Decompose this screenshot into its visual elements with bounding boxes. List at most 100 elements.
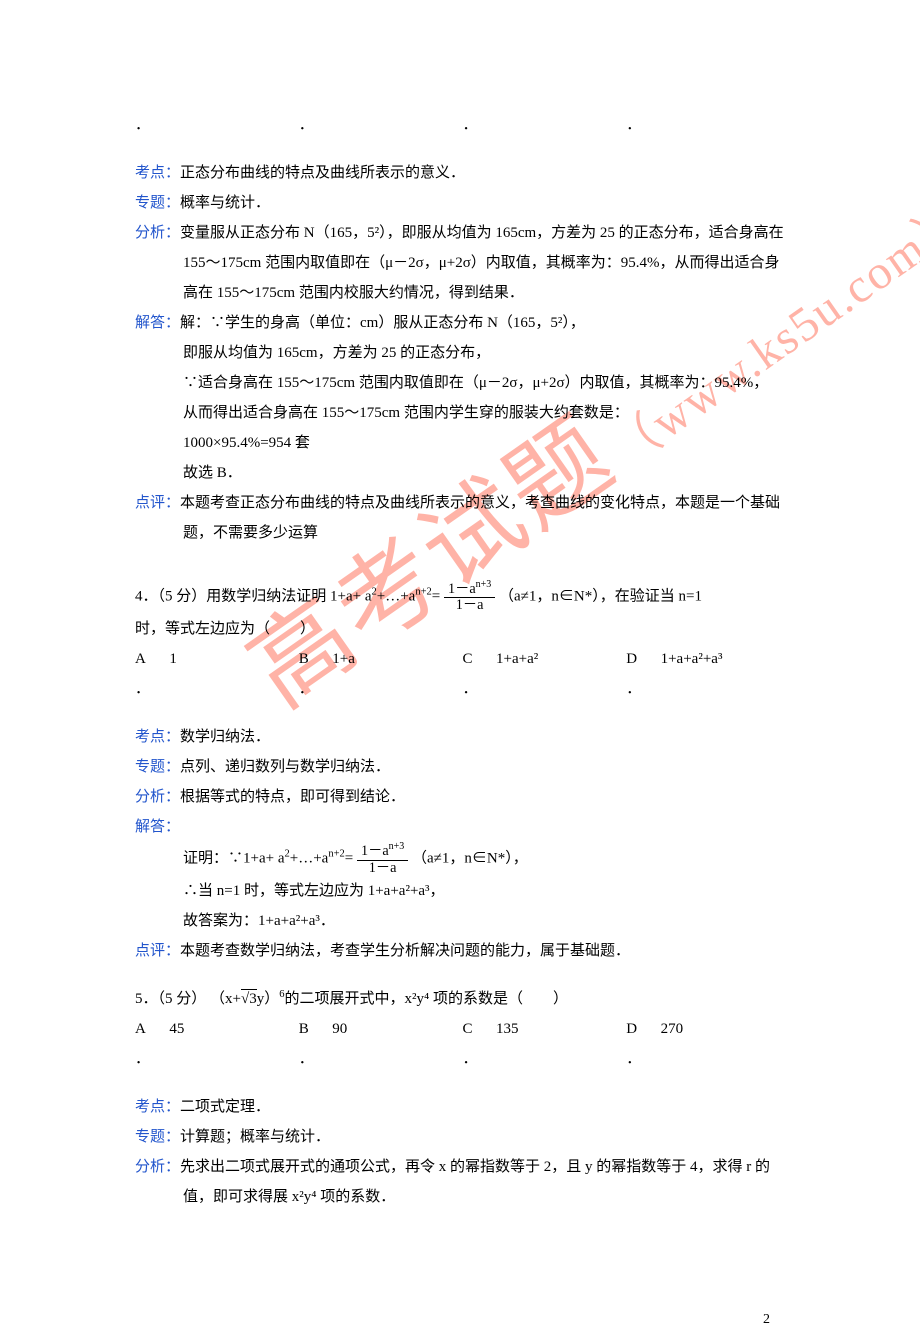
kaodian-label: 考点： xyxy=(135,1099,180,1115)
sup-np3: n+3 xyxy=(476,579,492,590)
jieda-label: 解答： xyxy=(135,315,180,331)
q3-jieda-l1: 解：∵学生的身高（单位：cm）服从正态分布 N（165，5²）， xyxy=(180,315,585,331)
zhuanti-label: 专题： xyxy=(135,759,180,775)
dot-d: ． xyxy=(626,110,790,140)
q4-stem-line1: 4．（5 分）用数学归纳法证明 1+a+ a2+…+an+2= 1－an+3 1… xyxy=(135,580,790,614)
dot: ． xyxy=(135,1044,299,1074)
dot: ． xyxy=(299,1044,463,1074)
q4-stem-line2: 时，等式左边应为（ ） xyxy=(135,614,790,644)
q5-opt-b: 90 xyxy=(332,1014,347,1044)
q4-stem-b: +…+a xyxy=(377,588,416,604)
page-number: 2 xyxy=(0,1272,920,1328)
q5-opt-d: 270 xyxy=(661,1014,684,1044)
q3-zhuanti: 专题：概率与统计． xyxy=(135,188,790,218)
q5-option-c[interactable]: C 135 ． xyxy=(463,1014,627,1074)
q3-kaodian-text: 正态分布曲线的特点及曲线所表示的意义． xyxy=(180,165,465,181)
opt-label-a: A xyxy=(135,644,146,674)
fenxi-label: 分析： xyxy=(135,789,180,805)
q4-jieda-1c: （a≠1，n∈N*）， xyxy=(412,851,528,867)
q4-option-a[interactable]: A 1 ． xyxy=(135,644,299,704)
q4-opt-c: 1+a+a² xyxy=(496,644,538,674)
q5-stem-b: y） xyxy=(257,991,280,1007)
q3-kaodian: 考点：正态分布曲线的特点及曲线所表示的意义． xyxy=(135,158,790,188)
dot: ． xyxy=(299,674,463,704)
q4-jieda-2: ∴当 n=1 时，等式左边应为 1+a+a²+a³， xyxy=(135,876,790,906)
dianping-label: 点评： xyxy=(135,943,180,959)
q4-dianping-text: 本题考查数学归纳法，考查学生分析解决问题的能力，属于基础题． xyxy=(180,943,630,959)
q3-jieda-1: 解答：解：∵学生的身高（单位：cm）服从正态分布 N（165，5²）， xyxy=(135,308,790,338)
q4-opt-b: 1+a xyxy=(332,644,355,674)
q4-jieda-1a: 证明：∵1+a+ a xyxy=(183,851,285,867)
q5-stem-c: 的二项展开式中，x²y⁴ 项的系数是（ ） xyxy=(284,991,567,1007)
q4-stem-a: 4．（5 分）用数学归纳法证明 1+a+ a xyxy=(135,588,372,604)
sqrt3: 3 xyxy=(249,991,257,1007)
option-dots-row: ． ． ． ． xyxy=(135,110,790,140)
dot-a: ． xyxy=(135,110,299,140)
dot: ． xyxy=(626,674,790,704)
opt-label-d: D xyxy=(626,644,637,674)
q5-options: A 45 ． B 90 ． C 135 ． D 270 ． xyxy=(135,1014,790,1074)
opt-label-c: C xyxy=(463,644,473,674)
q4-stem-c: （a≠1，n∈N*），在验证当 n=1 xyxy=(499,588,702,604)
document-page: ． ． ． ． 考点：正态分布曲线的特点及曲线所表示的意义． 专题：概率与统计．… xyxy=(0,0,920,1272)
fraction: 1－an+3 1－a xyxy=(444,580,495,614)
fenxi-label: 分析： xyxy=(135,1159,180,1175)
q5-option-d[interactable]: D 270 ． xyxy=(626,1014,790,1074)
dianping-label: 点评： xyxy=(135,495,180,511)
q3-zhuanti-text: 概率与统计． xyxy=(180,195,270,211)
q5-fenxi: 分析：先求出二项式展开式的通项公式，再令 x 的幂指数等于 2，且 y 的幂指数… xyxy=(135,1152,790,1212)
q4-opt-d: 1+a+a²+a³ xyxy=(661,644,723,674)
opt-label-a: A xyxy=(135,1014,146,1044)
q4-zhuanti-text: 点列、递归数列与数学归纳法． xyxy=(180,759,390,775)
opt-label-d: D xyxy=(626,1014,637,1044)
sup-np2: n+2 xyxy=(415,586,431,597)
q5-option-b[interactable]: B 90 ． xyxy=(299,1014,463,1074)
frac-den: 1－a xyxy=(357,861,408,877)
q5-kaodian-text: 二项式定理． xyxy=(180,1099,270,1115)
q3-jieda-6: 故选 B． xyxy=(135,458,790,488)
zhuanti-label: 专题： xyxy=(135,195,180,211)
zhuanti-label: 专题： xyxy=(135,1129,180,1145)
dot: ． xyxy=(463,674,627,704)
dot: ． xyxy=(626,1044,790,1074)
q4-jieda-1b: +…+a xyxy=(290,851,329,867)
q5-fenxi-text: 先求出二项式展开式的通项公式，再令 x 的幂指数等于 2，且 y 的幂指数等于 … xyxy=(180,1159,770,1205)
frac-num: 1－a xyxy=(448,581,476,597)
kaodian-label: 考点： xyxy=(135,165,180,181)
q4-fenxi-text: 根据等式的特点，即可得到结论． xyxy=(180,789,405,805)
sup-np2: n+2 xyxy=(328,849,344,860)
kaodian-label: 考点： xyxy=(135,729,180,745)
q4-option-d[interactable]: D 1+a+a²+a³ ． xyxy=(626,644,790,704)
q5-stem-a: 5．（5 分） （x+ xyxy=(135,991,241,1007)
q3-jieda-2: 即服从均值为 165cm，方差为 25 的正态分布， xyxy=(135,338,790,368)
opt-label-b: B xyxy=(299,644,309,674)
q3-jieda-4: 从而得出适合身高在 155～175cm 范围内学生穿的服装大约套数是： xyxy=(135,398,790,428)
q4-option-c[interactable]: C 1+a+a² ． xyxy=(463,644,627,704)
q4-options: A 1 ． B 1+a ． C 1+a+a² ． D 1+a+a²+a³ ． xyxy=(135,644,790,704)
dot-c: ． xyxy=(463,110,627,140)
q4-jieda-1: 证明：∵1+a+ a2+…+an+2= 1－an+3 1－a （a≠1，n∈N*… xyxy=(135,842,790,876)
q5-zhuanti: 专题：计算题；概率与统计． xyxy=(135,1122,790,1152)
opt-label-b: B xyxy=(299,1014,309,1044)
q4-kaodian-text: 数学归纳法． xyxy=(180,729,270,745)
q4-dianping: 点评：本题考查数学归纳法，考查学生分析解决问题的能力，属于基础题． xyxy=(135,936,790,966)
q4-kaodian: 考点：数学归纳法． xyxy=(135,722,790,752)
sup-np3: n+3 xyxy=(389,841,405,852)
q3-jieda-3: ∵适合身高在 155～175cm 范围内取值即在（μ－2σ，μ+2σ）内取值，其… xyxy=(135,368,790,398)
q3-dianping: 点评：本题考查正态分布曲线的特点及曲线所表示的意义，考查曲线的变化特点，本题是一… xyxy=(135,488,790,548)
q3-fenxi: 分析：变量服从正态分布 N（165，5²），即服从均值为 165cm，方差为 2… xyxy=(135,218,790,308)
jieda-label: 解答： xyxy=(135,819,180,835)
dot: ． xyxy=(463,1044,627,1074)
q4-jieda-3: 故答案为：1+a+a²+a³． xyxy=(135,906,790,936)
q5-option-a[interactable]: A 45 ． xyxy=(135,1014,299,1074)
q5-kaodian: 考点：二项式定理． xyxy=(135,1092,790,1122)
q3-dianping-text: 本题考查正态分布曲线的特点及曲线所表示的意义，考查曲线的变化特点，本题是一个基础… xyxy=(180,495,780,541)
q4-option-b[interactable]: B 1+a ． xyxy=(299,644,463,704)
fraction: 1－an+3 1－a xyxy=(357,842,408,876)
frac-den: 1－a xyxy=(444,598,495,614)
q5-opt-c: 135 xyxy=(496,1014,519,1044)
q5-opt-a: 45 xyxy=(169,1014,184,1044)
q3-jieda-5: 1000×95.4%=954 套 xyxy=(135,428,790,458)
frac-num: 1－a xyxy=(361,843,389,859)
fenxi-label: 分析： xyxy=(135,225,180,241)
